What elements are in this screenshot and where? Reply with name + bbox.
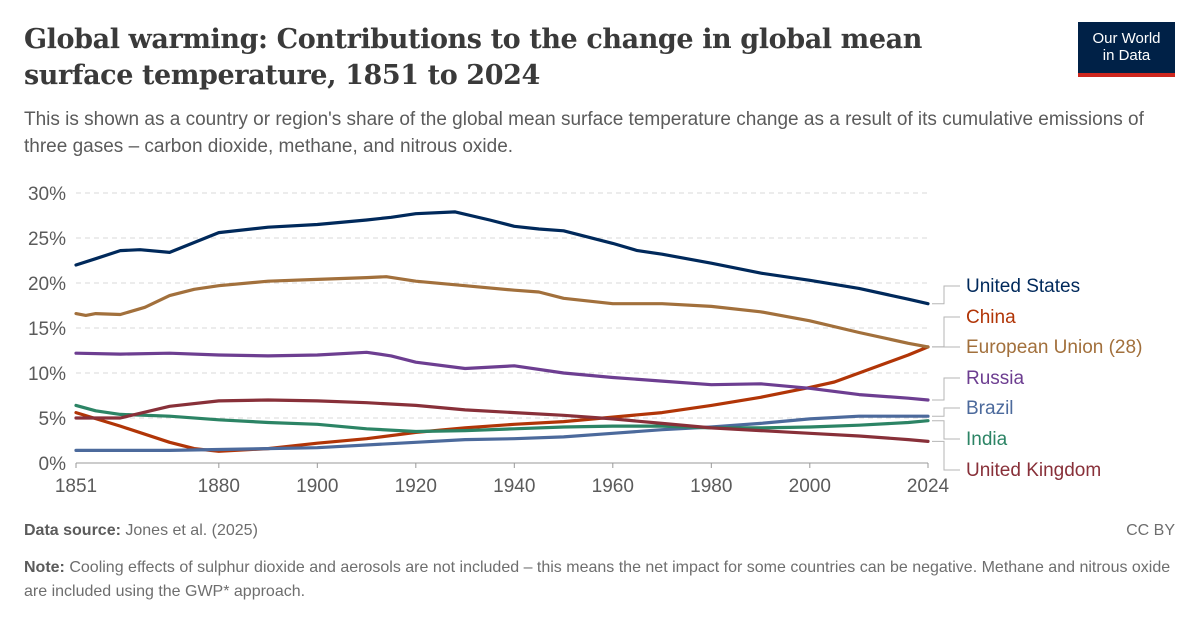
y-tick-label: 5% xyxy=(39,409,67,430)
series-label[interactable]: United Kingdom xyxy=(966,460,1101,481)
label-connector xyxy=(932,420,960,440)
license[interactable]: CC BY xyxy=(1126,522,1175,539)
chart-subtitle: This is shown as a country or region's s… xyxy=(24,109,1144,157)
series-line-united-kingdom xyxy=(74,398,930,443)
y-tick-label: 25% xyxy=(28,229,66,250)
series-line-european-union-28- xyxy=(74,275,930,349)
x-tick-label: 2024 xyxy=(907,476,950,497)
series-label[interactable]: European Union (28) xyxy=(966,337,1142,358)
x-tick-label: 1920 xyxy=(395,476,437,497)
y-tick-label: 0% xyxy=(39,454,67,475)
series-label[interactable]: China xyxy=(966,307,1016,328)
series-label[interactable]: United States xyxy=(966,276,1080,297)
label-connector xyxy=(932,285,960,305)
x-tick-label: 1900 xyxy=(296,476,338,497)
logo-line2: in Data xyxy=(1102,47,1151,64)
series-line-united-states xyxy=(74,210,930,306)
y-tick-label: 30% xyxy=(28,184,66,205)
x-tick-label: 1851 xyxy=(55,476,97,497)
x-tick-label: 2000 xyxy=(789,476,831,497)
series-label[interactable]: Brazil xyxy=(966,398,1014,419)
y-tick-label: 10% xyxy=(28,364,66,385)
note-text: Cooling effects of sulphur dioxide and a… xyxy=(24,559,1171,600)
series-line-india xyxy=(74,403,930,434)
label-connector xyxy=(932,440,960,471)
y-tick-label: 15% xyxy=(28,319,66,340)
label-connector xyxy=(932,407,960,417)
x-tick-label: 1960 xyxy=(592,476,634,497)
chart-title: Global warming: Contributions to the cha… xyxy=(24,24,922,91)
owid-logo[interactable]: Our World in Data xyxy=(1078,22,1175,77)
series-line-brazil xyxy=(74,414,930,452)
label-connector xyxy=(932,377,960,401)
source-label: Data source: xyxy=(24,522,121,539)
source-text[interactable]: Jones et al. (2025) xyxy=(125,522,258,539)
note-label: Note: xyxy=(24,559,65,576)
x-tick-label: 1980 xyxy=(690,476,732,497)
logo-line1: Our World xyxy=(1092,30,1161,47)
chart-note: Note: Cooling effects of sulphur dioxide… xyxy=(24,556,1184,604)
series-line-russia xyxy=(74,350,930,402)
x-tick-label: 1940 xyxy=(493,476,535,497)
series-label[interactable]: Russia xyxy=(966,368,1025,389)
data-source: Data source: Jones et al. (2025) xyxy=(24,522,258,540)
x-tick-label: 1880 xyxy=(198,476,240,497)
logo-accent-bar xyxy=(1078,73,1175,77)
y-tick-label: 20% xyxy=(28,274,66,295)
series-label[interactable]: India xyxy=(966,429,1008,450)
label-connector xyxy=(932,316,960,348)
series-line-china xyxy=(74,345,930,453)
